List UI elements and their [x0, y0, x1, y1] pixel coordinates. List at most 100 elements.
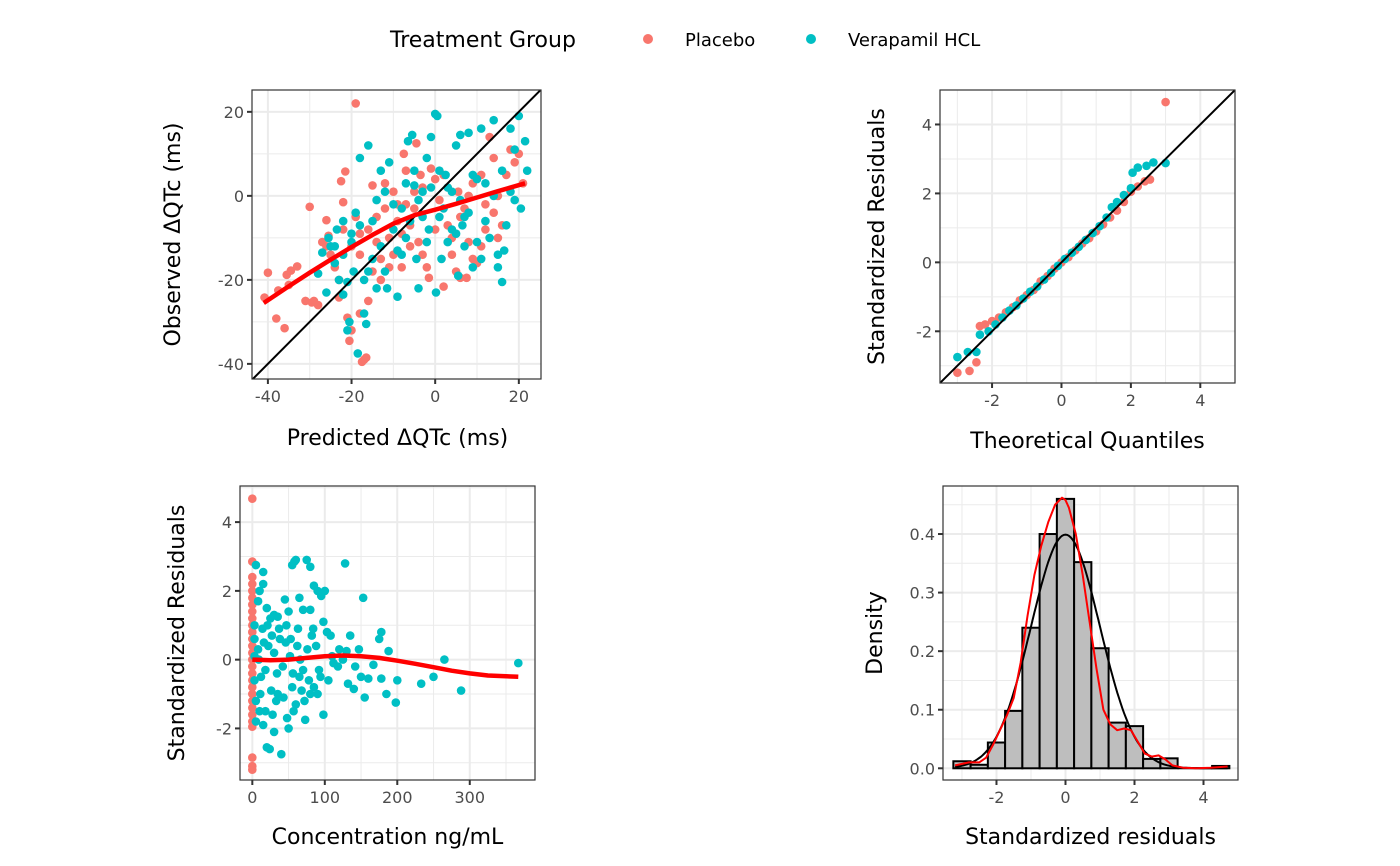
data-point	[1095, 221, 1104, 231]
data-point	[965, 366, 974, 376]
plot-background	[240, 486, 535, 780]
data-point	[269, 648, 279, 658]
panel-residuals-vs-concentration: 0 100 200 300 -2 0 2 4 Concentration ng/mL Standa…	[165, 485, 536, 850]
y-tick-label: -40	[218, 355, 244, 374]
data-point	[510, 145, 519, 154]
data-point	[355, 229, 365, 238]
data-point	[389, 187, 398, 196]
data-point	[282, 713, 292, 723]
data-point	[401, 179, 411, 188]
data-point	[248, 753, 257, 762]
data-point	[306, 689, 315, 699]
data-point	[1161, 97, 1170, 107]
data-point	[303, 645, 312, 654]
data-point	[345, 336, 354, 346]
data-point	[416, 170, 425, 180]
legend-title: Treatment Group	[389, 28, 576, 53]
data-point	[447, 250, 457, 259]
data-point	[333, 662, 343, 671]
data-point	[422, 263, 432, 272]
data-point	[416, 679, 426, 688]
data-point	[251, 696, 261, 706]
panel-residual-histogram: -2 0 2 4 0.0 0.1 0.2 0.3 0.4 Standardized residua…	[863, 485, 1239, 850]
data-point	[376, 166, 386, 175]
y-axis-title: Density	[863, 591, 888, 675]
x-tick-label: -2	[984, 391, 1000, 410]
x-tick-label: 0	[430, 387, 440, 406]
data-point	[351, 208, 361, 217]
data-point	[476, 124, 486, 133]
data-point	[422, 153, 432, 163]
data-point	[248, 614, 257, 623]
data-point	[320, 586, 330, 596]
data-point	[355, 250, 365, 259]
data-point	[368, 181, 377, 190]
data-point	[460, 212, 469, 222]
data-point	[953, 352, 962, 362]
data-point	[250, 621, 259, 630]
data-point	[451, 141, 461, 150]
histogram-bar	[1038, 533, 1058, 770]
data-point	[309, 682, 319, 692]
x-tick-label: 0	[1056, 391, 1066, 410]
data-point	[522, 166, 532, 175]
data-point	[279, 693, 288, 702]
data-point	[255, 689, 265, 699]
y-axis-title: Observed ΔQTc (ms)	[161, 122, 186, 346]
data-point	[1088, 228, 1097, 238]
data-point	[1081, 235, 1091, 245]
data-point	[418, 250, 427, 259]
identity-line	[252, 90, 541, 379]
data-point	[334, 275, 344, 285]
data-point	[361, 319, 371, 329]
data-point	[372, 284, 381, 293]
data-point	[353, 349, 363, 358]
x-tick-label: 2	[1129, 788, 1139, 807]
data-point	[405, 242, 415, 251]
data-point	[462, 273, 471, 283]
data-point	[338, 290, 348, 299]
y-tick-label: -2	[916, 322, 932, 341]
data-point	[410, 181, 419, 190]
data-point	[280, 595, 290, 604]
x-tick-label: 2	[1126, 391, 1136, 410]
data-point	[1074, 242, 1084, 252]
data-point	[468, 263, 478, 272]
data-point	[349, 267, 358, 276]
data-point	[269, 727, 279, 737]
x-tick-label: 200	[382, 788, 413, 807]
data-point	[272, 314, 281, 323]
data-point	[510, 158, 519, 167]
data-point	[499, 246, 509, 255]
data-point	[248, 682, 257, 692]
data-point	[251, 717, 261, 726]
data-point	[443, 237, 453, 247]
data-point	[435, 195, 444, 205]
y-tick-label: 4	[222, 513, 232, 532]
histogram-bar	[969, 763, 989, 770]
data-point	[460, 242, 469, 251]
legend-key-placebo	[643, 34, 653, 44]
data-point	[384, 646, 393, 656]
data-point	[293, 624, 303, 633]
data-point	[274, 624, 284, 633]
data-point	[263, 268, 273, 278]
data-point	[456, 686, 466, 695]
data-point	[414, 284, 423, 293]
panel-border	[942, 485, 1239, 781]
data-point	[338, 216, 348, 226]
data-point	[493, 250, 503, 259]
data-point	[412, 254, 421, 264]
data-point	[389, 200, 398, 209]
data-point	[975, 330, 985, 340]
data-point	[280, 323, 289, 333]
data-point	[332, 225, 342, 234]
y-tick-label: 0.2	[910, 642, 935, 661]
data-point	[424, 273, 434, 283]
data-point	[1025, 287, 1035, 297]
data-point	[1149, 158, 1158, 167]
data-point	[481, 216, 490, 226]
data-point	[456, 130, 465, 140]
data-point	[397, 204, 407, 213]
